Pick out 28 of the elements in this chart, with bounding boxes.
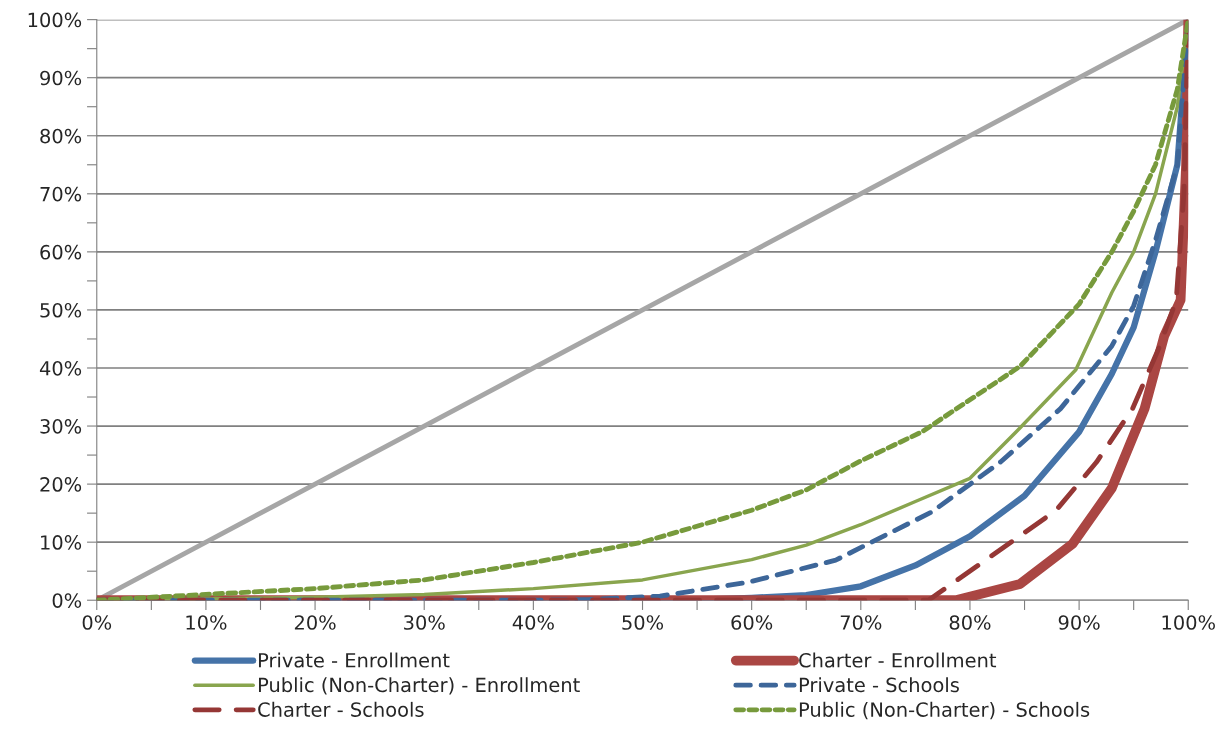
x-tick-label: 0% <box>82 615 112 630</box>
legend-label: Public (Non-Charter) - Schools <box>799 701 1090 720</box>
y-tick-label: 80% <box>40 128 82 144</box>
x-tick-label: 100% <box>1162 615 1215 630</box>
x-tick-label: 50% <box>622 615 664 630</box>
y-tick-label: 30% <box>40 419 82 434</box>
y-tick-label: 100% <box>28 12 82 28</box>
x-tick-label: 70% <box>840 615 882 630</box>
legend-label: Charter - Schools <box>258 701 424 717</box>
legend-label: Private - Schools <box>799 677 959 693</box>
x-tick-label: 30% <box>404 615 445 630</box>
y-tick-label: 70% <box>40 186 82 202</box>
y-tick-label: 20% <box>40 477 82 492</box>
y-tick-label: 40% <box>39 360 82 376</box>
x-tick-label: 60% <box>731 615 773 630</box>
x-tick-label: 80% <box>949 615 991 630</box>
x-tick-label: 90% <box>1058 615 1100 630</box>
x-tick-label: 10% <box>186 615 227 630</box>
y-tick-label: 10% <box>41 535 82 550</box>
y-tick-label: 50% <box>40 302 82 318</box>
y-tick-label: 0% <box>52 593 82 608</box>
legend-label: Public (Non-Charter) - Enrollment <box>259 677 580 695</box>
legend-label: Private - Enrollment <box>259 652 450 668</box>
x-tick-label: 20% <box>294 615 336 630</box>
x-tick-label: 40% <box>512 615 554 630</box>
y-tick-label: 60% <box>40 244 82 260</box>
y-tick-label: 90% <box>40 70 82 86</box>
legend-label: Charter - Enrollment <box>799 652 997 668</box>
